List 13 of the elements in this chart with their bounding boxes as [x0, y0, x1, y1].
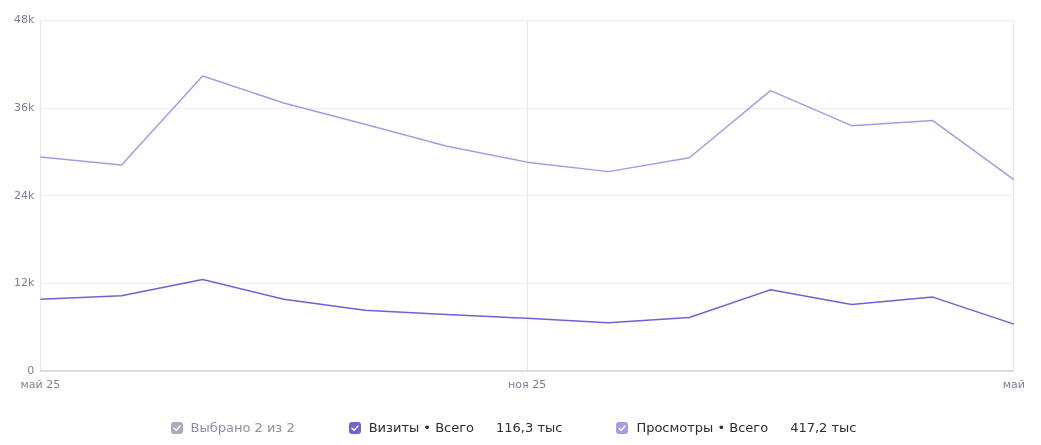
y-tick-label: 48k	[13, 13, 35, 27]
x-tick-label: май 25	[20, 378, 61, 392]
x-tick-label: май	[1002, 378, 1026, 392]
y-tick-label: 24k	[13, 188, 35, 202]
y-tick-label: 36k	[13, 101, 35, 115]
text: Выбрано 2 из 2	[190, 420, 295, 435]
y-tick-label: 0	[27, 363, 35, 377]
legend-label: Визиты • Всего	[368, 420, 475, 435]
legend-label: Просмотры • Всего	[636, 420, 769, 435]
text: 417,2 тыс	[790, 420, 857, 435]
x-tick-label: ноя 25	[508, 378, 547, 392]
y-tick-label: 12k	[13, 276, 35, 290]
text: 116,3 тыс	[496, 420, 563, 435]
